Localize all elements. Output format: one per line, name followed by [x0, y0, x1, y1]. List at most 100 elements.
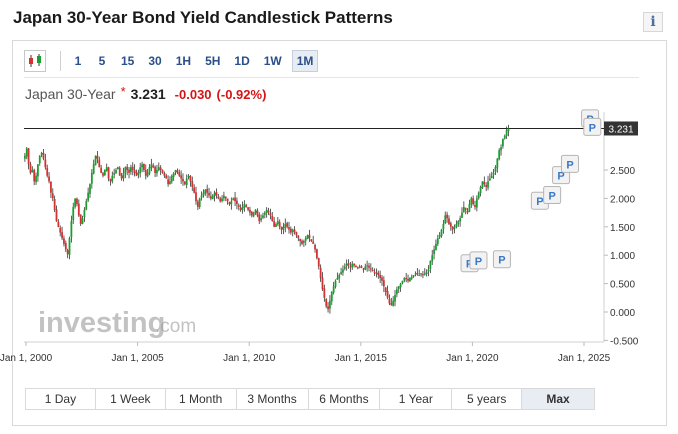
- candle-body: [27, 148, 30, 165]
- candle-body: [288, 227, 290, 230]
- candle-body: [325, 298, 328, 307]
- candle-body: [245, 205, 248, 207]
- candle-body: [107, 167, 110, 179]
- range-button-6-months[interactable]: 6 Months: [309, 389, 381, 409]
- candle-body: [170, 175, 173, 182]
- candle-body: [124, 167, 127, 174]
- candle-body: [133, 169, 136, 173]
- candle-body: [461, 212, 463, 218]
- range-button-max[interactable]: Max: [522, 389, 594, 409]
- info-icon[interactable]: i: [643, 12, 663, 32]
- candle-body: [139, 167, 142, 174]
- candle-body: [317, 258, 320, 267]
- chart-frame: [12, 40, 667, 426]
- candle-body: [448, 218, 450, 224]
- candle-body: [254, 209, 257, 213]
- candle-body: [403, 277, 406, 281]
- candle-body: [468, 204, 471, 212]
- candle-body: [76, 198, 78, 205]
- candle-body: [29, 164, 32, 173]
- interval-button-1[interactable]: 1: [74, 54, 82, 68]
- candle-body: [278, 222, 281, 227]
- candle-body: [319, 267, 322, 278]
- range-button-1-week[interactable]: 1 Week: [96, 389, 166, 409]
- range-button-3-months[interactable]: 3 Months: [237, 389, 309, 409]
- candle-body: [46, 167, 49, 176]
- candle-body: [167, 179, 170, 185]
- candle-body: [410, 276, 413, 279]
- pattern-marker-label: P: [566, 159, 573, 171]
- candle-body: [202, 192, 205, 196]
- candle-body: [490, 175, 493, 179]
- candle-body: [304, 238, 307, 241]
- candle-body: [258, 214, 261, 222]
- candle-body: [435, 243, 437, 251]
- candle-body: [61, 232, 63, 239]
- candle-body: [474, 205, 476, 207]
- y-tick-label: 1.000: [610, 251, 635, 262]
- candle-body: [353, 263, 356, 266]
- candle-body: [137, 172, 140, 175]
- candle-body: [64, 243, 67, 250]
- candle-body: [299, 238, 302, 241]
- candle-body: [425, 272, 428, 275]
- candlestick-icon[interactable]: [24, 50, 46, 72]
- candle-body: [53, 198, 56, 210]
- candle-body: [345, 263, 348, 266]
- y-tick-label: 0.500: [610, 280, 635, 291]
- last-price-tag-label: 3.231: [608, 124, 633, 135]
- candle-body: [286, 222, 289, 227]
- x-tick-label: Jan 1, 2020: [446, 353, 499, 364]
- candle-body: [440, 229, 443, 237]
- candle-body: [302, 241, 305, 243]
- candle-body: [260, 218, 263, 221]
- candle-body: [219, 198, 222, 202]
- candle-body: [483, 181, 486, 185]
- candle-body: [488, 178, 491, 181]
- range-button-1-month[interactable]: 1 Month: [166, 389, 237, 409]
- candle-body: [505, 130, 508, 136]
- candle-body: [206, 188, 209, 193]
- candle-body: [198, 198, 201, 207]
- candle-body: [295, 232, 298, 236]
- interval-button-1h[interactable]: 1H: [175, 54, 192, 68]
- pattern-marker-box: [543, 186, 562, 205]
- candle-body: [381, 277, 383, 281]
- interval-button-1d[interactable]: 1D: [234, 54, 250, 68]
- interval-button-15[interactable]: 15: [121, 54, 135, 68]
- x-tick-label: Jan 1, 2015: [335, 353, 388, 364]
- candle-body: [262, 215, 264, 218]
- candle-body: [169, 181, 171, 185]
- candle-body: [223, 195, 225, 199]
- candle-body: [284, 223, 287, 228]
- price-change-percent: (-0.92%): [216, 87, 267, 102]
- candle-body: [141, 164, 143, 168]
- interval-button-5h[interactable]: 5H: [205, 54, 221, 68]
- candle-body: [280, 226, 283, 230]
- candle-body: [369, 268, 372, 270]
- interval-button-30[interactable]: 30: [148, 54, 162, 68]
- interval-button-5[interactable]: 5: [98, 54, 106, 68]
- x-tick-label: Jan 1, 2000: [0, 353, 53, 364]
- candle-body: [343, 266, 346, 269]
- candle-body: [250, 211, 253, 216]
- range-button-5-years[interactable]: 5 years: [452, 389, 523, 409]
- pattern-marker-label: P: [589, 122, 596, 134]
- candle-body: [237, 205, 240, 207]
- candle-body: [375, 272, 378, 274]
- candle-body: [293, 229, 296, 233]
- interval-button-1m[interactable]: 1M: [291, 50, 319, 72]
- candle-body: [496, 158, 499, 168]
- interval-button-1w[interactable]: 1W: [263, 54, 282, 68]
- candle-body: [154, 166, 156, 173]
- delayed-star: *: [120, 84, 126, 99]
- candle-body: [182, 178, 184, 182]
- candle-body: [429, 260, 432, 269]
- candle-body: [453, 226, 456, 229]
- candle-body: [131, 166, 134, 170]
- candle-body: [449, 223, 452, 227]
- range-button-1-year[interactable]: 1 Year: [380, 389, 453, 409]
- range-button-1-day[interactable]: 1 Day: [26, 389, 96, 409]
- candle-body: [103, 170, 106, 176]
